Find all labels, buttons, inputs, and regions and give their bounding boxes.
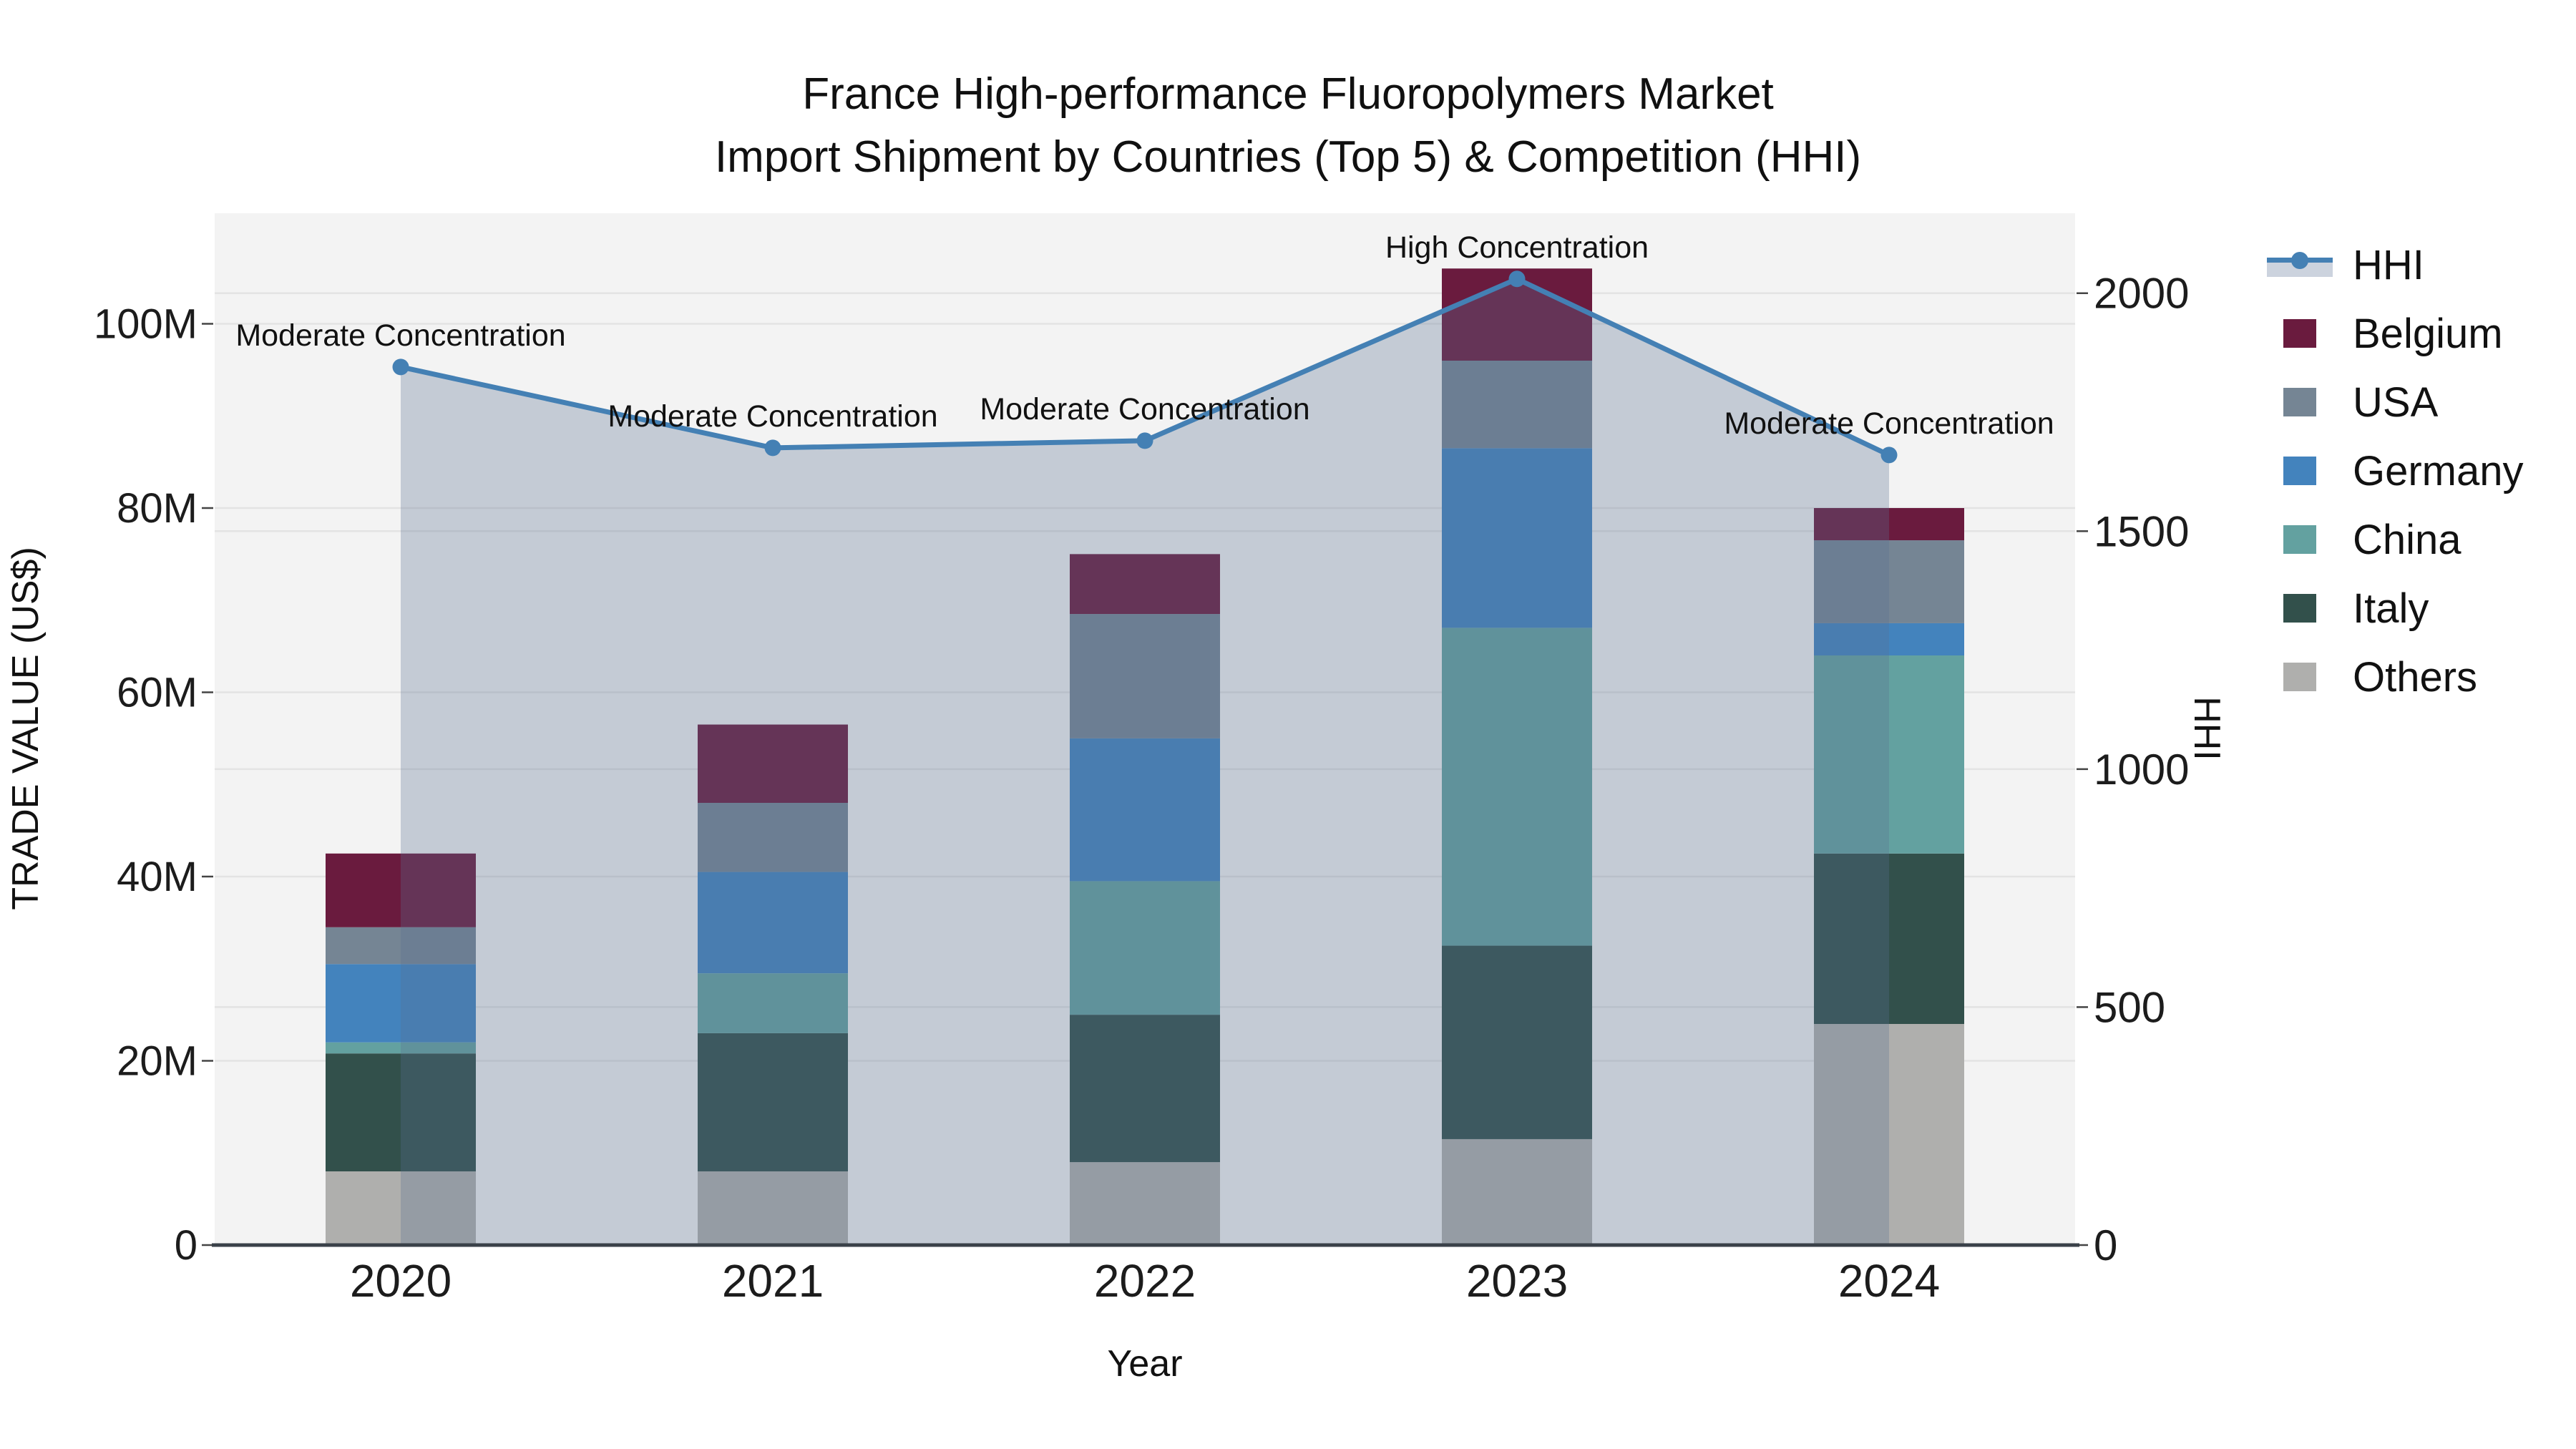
legend: HHI Belgium USA Germany China Italy Others: [2260, 230, 2524, 711]
legend-item-usa[interactable]: USA: [2260, 368, 2524, 436]
bar-segment-germany[interactable]: [1070, 738, 1220, 882]
bar-segment-belgium[interactable]: [698, 724, 848, 803]
bar-segment-germany[interactable]: [698, 872, 848, 974]
x-tick-label: 2023: [1466, 1255, 1568, 1307]
y-left-tick-label: 0: [175, 1222, 197, 1269]
annotation-label: Moderate Concentration: [235, 318, 565, 353]
bar-segment-germany[interactable]: [1442, 448, 1592, 628]
x-tick-label: 2020: [350, 1255, 452, 1307]
bar-segment-germany[interactable]: [326, 964, 476, 1043]
y-left-tick-label: 40M: [117, 854, 197, 900]
legend-color-swatch: [2283, 388, 2316, 416]
legend-color-swatch: [2283, 319, 2316, 348]
legend-label: USA: [2353, 379, 2439, 426]
bar-segment-belgium[interactable]: [1070, 554, 1220, 615]
legend-item-china[interactable]: China: [2260, 505, 2524, 574]
bar-segment-others[interactable]: [1070, 1162, 1220, 1245]
y-left-axis-title: TRADE VALUE (US$): [5, 547, 47, 910]
x-tick-label: 2024: [1838, 1255, 1940, 1307]
x-tick-label: 2022: [1094, 1255, 1196, 1307]
legend-line-symbol: [2260, 252, 2340, 278]
legend-item-hhi[interactable]: HHI: [2260, 230, 2524, 299]
bar-segment-usa[interactable]: [326, 927, 476, 965]
y-right-tick-label: 1500: [2094, 507, 2189, 555]
y-right-tick-label: 1000: [2094, 746, 2189, 794]
legend-swatch-box: [2260, 525, 2340, 554]
annotation-label: High Concentration: [1385, 230, 1649, 265]
bar-segment-italy[interactable]: [698, 1033, 848, 1171]
bar-segment-others[interactable]: [326, 1171, 476, 1245]
hhi-marker[interactable]: [1880, 447, 1898, 464]
bar-segment-italy[interactable]: [1814, 853, 1964, 1024]
bar-segment-germany[interactable]: [1814, 623, 1964, 655]
bar-segment-italy[interactable]: [1442, 945, 1592, 1139]
legend-swatch-box: [2260, 388, 2340, 416]
legend-color-swatch: [2283, 457, 2316, 485]
legend-label: Belgium: [2353, 310, 2503, 357]
bar-segment-china[interactable]: [1442, 628, 1592, 946]
legend-swatch-box: [2260, 319, 2340, 348]
x-tick-label: 2021: [722, 1255, 824, 1307]
y-right-axis-title: HHI: [2186, 696, 2228, 761]
bar-segment-others[interactable]: [1442, 1138, 1592, 1245]
y-left-tick-label: 100M: [94, 301, 197, 348]
bar-segment-usa[interactable]: [1814, 540, 1964, 623]
annotation-label: Moderate Concentration: [1724, 406, 2054, 441]
bar-segment-usa[interactable]: [1442, 361, 1592, 449]
y-left-tick-label: 60M: [117, 670, 197, 716]
legend-swatch-box: [2260, 457, 2340, 485]
y-right-tick-label: 0: [2094, 1221, 2117, 1269]
bar-segment-china[interactable]: [326, 1042, 476, 1054]
legend-item-germany[interactable]: Germany: [2260, 436, 2524, 505]
bar-segment-belgium[interactable]: [326, 853, 476, 927]
y-right-tick-label: 2000: [2094, 270, 2189, 318]
hhi-marker[interactable]: [1508, 270, 1526, 288]
hhi-marker[interactable]: [392, 358, 409, 376]
chart-title: France High-performance Fluoropolymers M…: [0, 63, 2576, 189]
legend-swatch-box: [2260, 663, 2340, 691]
y-left-tick-label: 80M: [117, 485, 197, 532]
x-axis-title: Year: [1107, 1343, 1183, 1385]
bar-segment-china[interactable]: [1070, 881, 1220, 1015]
legend-label: Others: [2353, 653, 2478, 701]
annotation-label: Moderate Concentration: [980, 392, 1309, 426]
y-right-tick-label: 500: [2094, 983, 2165, 1031]
legend-label: China: [2353, 516, 2462, 563]
legend-color-swatch: [2283, 525, 2316, 554]
legend-label: HHI: [2353, 241, 2424, 288]
bar-segment-usa[interactable]: [1070, 614, 1220, 738]
legend-label: Italy: [2353, 585, 2429, 632]
bar-segment-italy[interactable]: [326, 1053, 476, 1171]
bar-segment-italy[interactable]: [1070, 1015, 1220, 1163]
chart-title-line1: France High-performance Fluoropolymers M…: [802, 69, 1774, 119]
y-left-tick-label: 20M: [117, 1038, 197, 1085]
legend-swatch-box: [2260, 594, 2340, 623]
hhi-line-icon: [2267, 252, 2333, 278]
legend-item-others[interactable]: Others: [2260, 643, 2524, 711]
bar-segment-others[interactable]: [698, 1171, 848, 1245]
chart-title-line2: Import Shipment by Countries (Top 5) & C…: [714, 132, 1862, 182]
bar-segment-china[interactable]: [1814, 655, 1964, 854]
legend-label: Germany: [2353, 447, 2524, 494]
bar-segment-others[interactable]: [1814, 1024, 1964, 1245]
legend-item-italy[interactable]: Italy: [2260, 574, 2524, 643]
hhi-line-icon-dot: [2291, 252, 2308, 269]
bar-segment-belgium[interactable]: [1814, 508, 1964, 541]
bar-segment-china[interactable]: [698, 973, 848, 1033]
annotation-label: Moderate Concentration: [608, 399, 937, 434]
hhi-area-fill: [401, 278, 1889, 1245]
bar-segment-usa[interactable]: [698, 803, 848, 872]
hhi-marker[interactable]: [1136, 432, 1153, 449]
legend-item-belgium[interactable]: Belgium: [2260, 299, 2524, 368]
legend-color-swatch: [2283, 594, 2316, 623]
legend-color-swatch: [2283, 663, 2316, 691]
hhi-marker[interactable]: [764, 439, 781, 457]
